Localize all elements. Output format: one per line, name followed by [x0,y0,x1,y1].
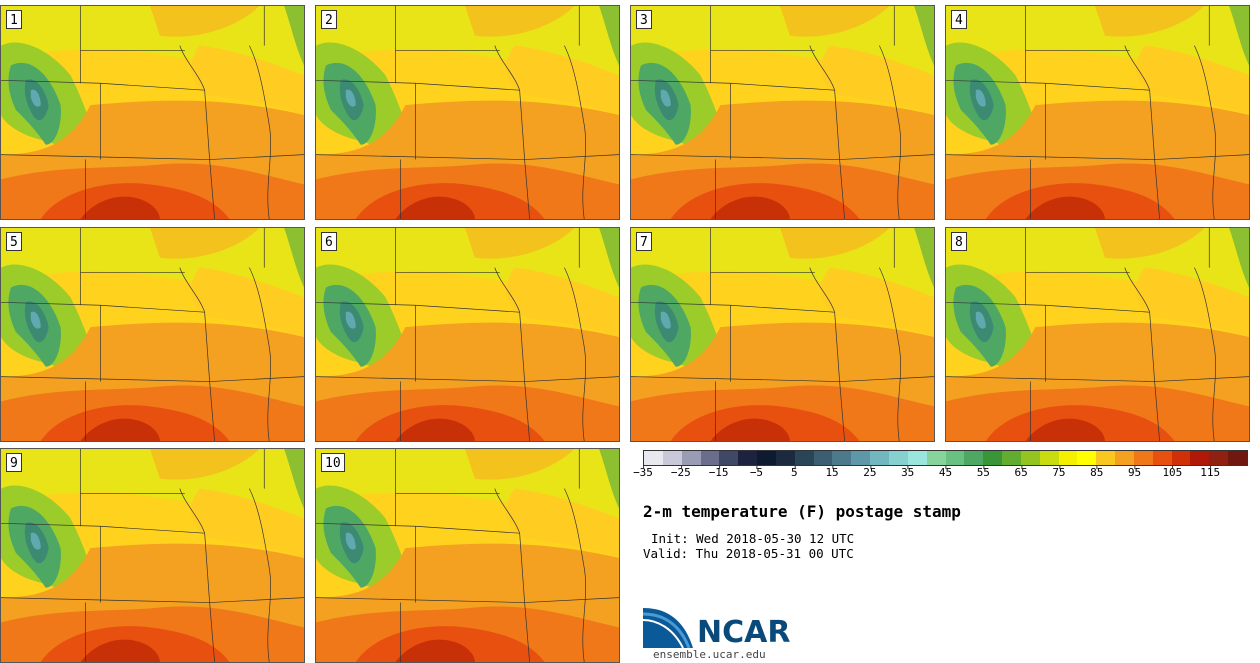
colorbar-tick-label: 85 [1090,465,1104,479]
colorbar-swatch [794,451,814,465]
colorbar-swatch [926,451,946,465]
stamp-map-2[interactable]: 2 [315,5,620,220]
colorbar-swatch [813,451,833,465]
ncar-logo-icon [643,608,693,648]
colorbar-tick-label: −35 [633,465,653,479]
colorbar-swatch [1209,451,1229,465]
colorbar-swatch [681,451,701,465]
colorbar-tick-label: 25 [863,465,877,479]
stamp-map-4[interactable]: 4 [945,5,1250,220]
colorbar-tick-label: 65 [1014,465,1028,479]
colorbar-swatch [757,451,776,465]
colorbar-tick-label: −5 [749,465,764,479]
temperature-map [946,228,1249,441]
colorbar-swatch [851,451,871,465]
stamp-number: 1 [6,10,22,29]
stamp-number: 4 [951,10,967,29]
colorbar-tick-label: 45 [938,465,953,479]
colorbar-ticks: −35 −25 −15 −5 5 15 25 35 45 55 65 75 85 95 105 115 [633,465,1248,486]
colorbar-swatch [738,451,758,465]
temperature-map [1,449,304,662]
temperature-map [316,449,619,662]
valid-time: Valid: Thu 2018-05-31 00 UTC [643,546,854,561]
stamp-number: 9 [6,453,22,472]
stamp-map-3[interactable]: 3 [630,5,935,220]
temperature-map [1,6,304,219]
colorbar-swatch [1228,451,1247,465]
logo-text: NCAR [697,615,791,650]
logo-url[interactable]: ensemble.ucar.edu [653,648,766,661]
stamp-map-7[interactable]: 7 [630,227,935,442]
colorbar-tick-label: 35 [901,465,915,479]
stamp-number: 10 [321,453,345,472]
colorbar-swatch [983,451,1003,465]
colorbar-swatch [1133,451,1153,465]
temperature-map [631,6,934,219]
init-time: Init: Wed 2018-05-30 12 UTC [651,531,855,546]
temperature-map [316,228,619,441]
temperature-map [946,6,1249,219]
colorbar-swatch [1039,451,1059,465]
colorbar-swatch [775,451,795,465]
colorbar-swatch [832,451,852,465]
colorbar-swatch [1058,451,1078,465]
colorbar-tick-label: −15 [708,465,729,479]
colorbar-swatch [1171,451,1191,465]
colorbar-swatch [1002,451,1021,465]
stamp-map-10[interactable]: 10 [315,448,620,663]
colorbar-tick-label: 15 [825,465,839,479]
colorbar-tick-label: 105 [1162,465,1183,479]
colorbar-swatch [964,451,984,465]
stamp-map-1[interactable]: 1 [0,5,305,220]
colorbar-swatch [1190,451,1210,465]
colorbar-swatch [1077,451,1097,465]
colorbar-swatch [662,451,682,465]
stamp-number: 3 [636,10,652,29]
stamp-number: 8 [951,232,967,251]
stamp-number: 5 [6,232,22,251]
colorbar-swatch [1152,451,1172,465]
temperature-map [316,6,619,219]
colorbar-tick-label: 115 [1200,465,1221,479]
stamp-number: 7 [636,232,652,251]
colorbar-swatch [700,451,720,465]
colorbar-swatch [1096,451,1116,465]
temperature-colorbar [643,450,1248,466]
colorbar-swatch [907,451,927,465]
colorbar-swatch [719,451,739,465]
colorbar-tick-label: 95 [1127,465,1142,479]
colorbar-swatch [945,451,965,465]
colorbar-tick-label: 55 [976,465,990,479]
colorbar-tick-label: −25 [670,465,691,479]
colorbar-swatch [870,451,889,465]
stamp-map-6[interactable]: 6 [315,227,620,442]
stamp-number: 2 [321,10,337,29]
colorbar-swatch [1115,451,1134,465]
colorbar-swatch [888,451,908,465]
temperature-map [1,228,304,441]
stamp-number: 6 [321,232,337,251]
colorbar-tick-label: 5 [790,465,798,479]
colorbar-tick-label: 75 [1052,465,1066,479]
colorbar-swatch [1020,451,1040,465]
stamp-map-8[interactable]: 8 [945,227,1250,442]
stamp-map-9[interactable]: 9 [0,448,305,663]
plot-title: 2-m temperature (F) postage stamp [643,502,961,521]
stamp-map-5[interactable]: 5 [0,227,305,442]
colorbar-swatch [644,451,663,465]
temperature-map [631,228,934,441]
